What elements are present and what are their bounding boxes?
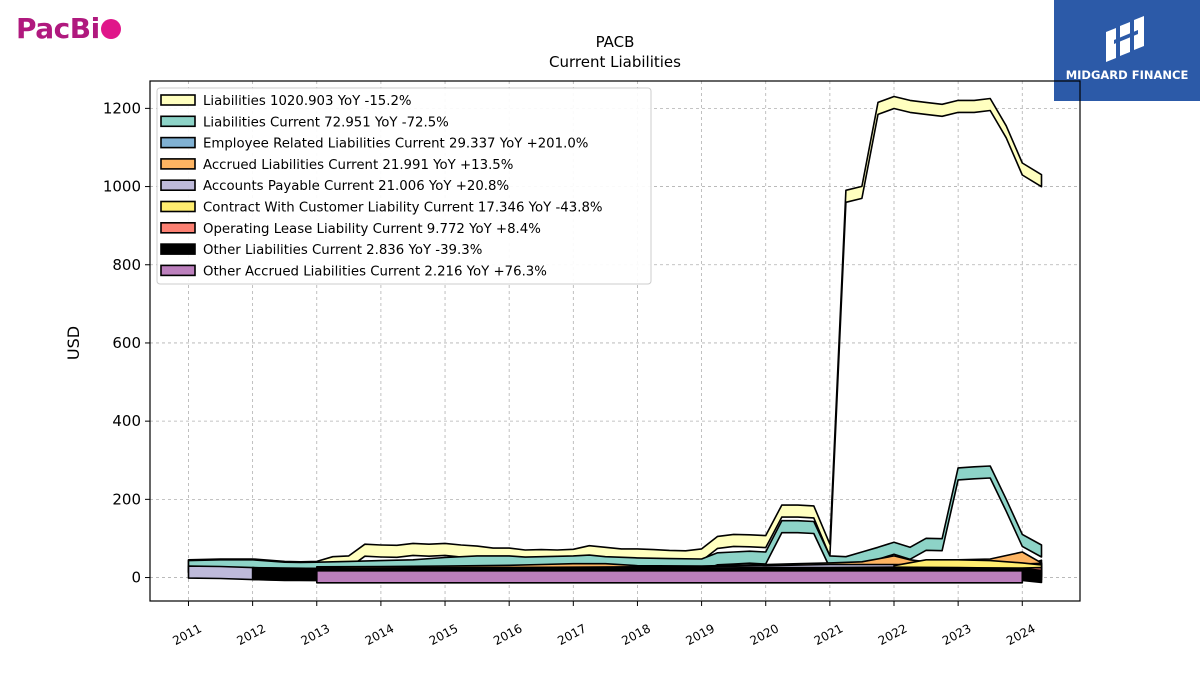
- legend-swatch-1: [160, 115, 196, 128]
- midgard-logo-icon: [1106, 16, 1144, 62]
- legend-swatch-5: [160, 200, 196, 213]
- legend-swatch-2: [160, 136, 196, 149]
- legend-entry-7: Other Liabilities Current 2.836 YoY -39.…: [203, 243, 482, 258]
- legend-entry-3: Accrued Liabilities Current 21.991 YoY +…: [203, 158, 513, 173]
- y-tick-label-2: 400: [112, 412, 141, 430]
- legend-swatch-4: [160, 179, 196, 191]
- legend-entry-5: Contract With Customer Liability Current…: [203, 201, 603, 216]
- legend-entry-4: Accounts Payable Current 21.006 YoY +20.…: [203, 179, 509, 194]
- legend-entry-2: Employee Related Liabilities Current 29.…: [203, 137, 588, 152]
- x-tick-label-12: 2023: [940, 621, 974, 648]
- midgard-finance-label: MIDGARD FINANCE: [1065, 68, 1189, 82]
- legend-swatch-7: [160, 243, 196, 255]
- x-tick-label-0: 2011: [170, 621, 204, 648]
- y-tick-label-3: 600: [112, 334, 141, 352]
- legend-swatch-8: [160, 264, 196, 277]
- x-tick-label-4: 2015: [427, 621, 461, 648]
- y-tick-label-6: 1200: [103, 99, 141, 117]
- x-tick-label-6: 2017: [555, 621, 589, 648]
- y-tick-label-0: 0: [131, 569, 141, 587]
- x-tick-label-3: 2014: [363, 621, 397, 648]
- legend-swatch-6: [160, 222, 196, 234]
- chart-title: PACB: [596, 33, 635, 51]
- y-tick-label-4: 800: [112, 256, 141, 274]
- logo-dot-icon: [100, 19, 121, 39]
- legend-entry-0: Liabilities 1020.903 YoY -15.2%: [203, 94, 412, 109]
- y-tick-label-5: 1000: [103, 178, 141, 196]
- legend: Liabilities 1020.903 YoY -15.2% Liabiliti…: [156, 87, 652, 285]
- x-tick-label-1: 2012: [234, 621, 268, 648]
- y-axis-label: USD: [64, 326, 83, 360]
- legend-box: [156, 87, 652, 285]
- legend-entry-6: Operating Lease Liability Current 9.772 …: [203, 222, 541, 237]
- x-tick-label-10: 2021: [812, 621, 846, 648]
- series-areas: [187, 95, 1043, 584]
- x-tick-label-11: 2022: [876, 621, 910, 648]
- y-tick-label-1: 200: [112, 490, 141, 508]
- pacbio-logo: PacBi: [16, 12, 121, 45]
- logo-text: PacBi: [16, 12, 100, 45]
- legend-entry-8: Other Accrued Liabilities Current 2.216 …: [203, 264, 547, 279]
- x-tick-label-13: 2024: [1004, 621, 1038, 648]
- legend-entry-1: Liabilities Current 72.951 YoY -72.5%: [203, 115, 449, 130]
- series-band-8: [316, 570, 1024, 584]
- chart-subtitle: Current Liabilities: [549, 53, 681, 71]
- plot-frame: [149, 80, 1081, 602]
- legend-swatch-0: [160, 94, 196, 106]
- midgard-finance-badge: MIDGARD FINANCE: [1054, 0, 1200, 101]
- x-tick-label-5: 2016: [491, 621, 525, 648]
- x-tick-label-2: 2013: [299, 621, 333, 648]
- legend-swatch-3: [160, 158, 196, 170]
- x-tick-label-9: 2020: [748, 621, 782, 648]
- x-tick-label-7: 2018: [619, 621, 653, 648]
- x-tick-label-8: 2019: [683, 621, 717, 648]
